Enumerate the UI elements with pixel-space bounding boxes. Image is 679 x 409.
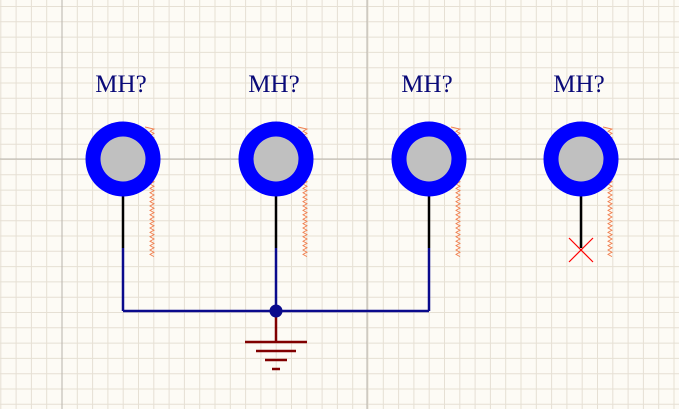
- junction-dot-icon: [269, 304, 283, 318]
- ground-symbol-icon[interactable]: [245, 311, 307, 371]
- pad-hole: [406, 136, 452, 182]
- mounting-hole-3[interactable]: MH?: [391, 71, 467, 257]
- pad-hole: [100, 136, 146, 182]
- designator-label: MH?: [553, 71, 604, 98]
- no-connect-x-icon: [568, 237, 594, 263]
- pad-hole: [253, 136, 299, 182]
- mounting-hole-4[interactable]: MH?: [543, 71, 619, 263]
- mounting-hole-2[interactable]: MH?: [238, 71, 314, 257]
- pad-hole: [558, 136, 604, 182]
- designator-label: MH?: [401, 71, 452, 98]
- designator-label: MH?: [95, 71, 146, 98]
- designator-label: MH?: [248, 71, 299, 98]
- mounting-hole-1[interactable]: MH?: [85, 71, 161, 257]
- wires: [121, 248, 431, 371]
- mounting-holes: MH? MH? MH? MH?: [85, 71, 619, 263]
